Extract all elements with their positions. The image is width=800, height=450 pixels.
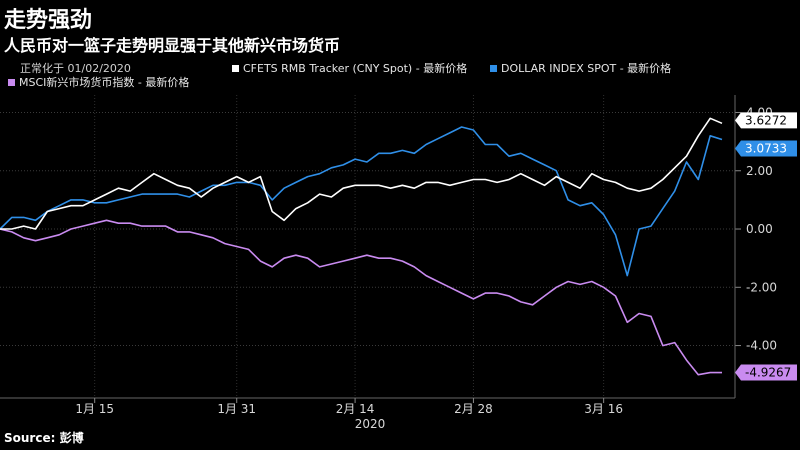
y-tick-label: -2.00 [746,280,777,294]
y-tick-label: 0.00 [746,222,773,236]
x-tick-label: 3月 16 [584,402,623,416]
end-label-box [735,112,797,129]
end-label-text: 3.6272 [745,113,787,127]
chart-title: 走势强劲 [4,8,93,33]
end-label-cfets: 3.6272 [735,112,797,129]
series-line-cfets [0,117,723,230]
legend-label-cfets: CFETS RMB Tracker (CNY Spot) - 最新价格 [243,62,468,75]
end-label-msci: -4.9267 [735,364,797,381]
x-tick-label: 1月 15 [75,402,114,416]
end-label-box [735,364,797,381]
x-tick-label: 2月 14 [336,402,375,416]
legend-label-dollar: DOLLAR INDEX SPOT - 最新价格 [501,62,672,75]
legend-swatch-dollar [490,64,497,72]
x-tick-label: 1月 31 [217,402,256,416]
legend-swatch-msci [8,78,15,86]
legend-item-cfets: CFETS RMB Tracker (CNY Spot) - 最新价格 [232,60,467,76]
end-label-box [735,140,797,157]
legend-label-msci: MSCI新兴市场货币指数 - 最新价格 [19,76,190,89]
series-line-dollar [0,126,723,277]
series-line-msci [0,219,722,376]
y-tick-label: 2.00 [746,164,773,178]
y-tick-label: -4.00 [746,339,777,353]
legend-swatch-cfets [232,64,239,72]
source-note: Source: 彭博 [4,431,84,445]
end-label-text: 3.0733 [745,141,787,155]
chart-subtitle: 人民币对一篮子走势明显强于其他新兴市场货币 [4,36,341,55]
legend-item-msci: MSCI新兴市场货币指数 - 最新价格 [8,74,189,90]
end-label-text: -4.9267 [745,366,791,380]
x-tick-label: 2月 28 [454,402,493,416]
legend-item-dollar: DOLLAR INDEX SPOT - 最新价格 [490,60,671,76]
normalization-note: 正常化于 01/02/2020 [20,62,131,75]
end-label-dollar: 3.0733 [735,140,797,157]
x-year-label: 2020 [355,417,386,431]
